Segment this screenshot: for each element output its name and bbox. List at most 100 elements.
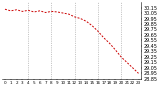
Point [78,19,80,21]
Point [104,41,107,43]
Point [67,13,69,14]
Point [110,46,113,48]
Point [93,27,96,28]
Point [101,36,104,38]
Point [134,69,137,71]
Point [88,20,90,21]
Point [138,71,140,72]
Point [46,12,49,14]
Point [38,9,40,10]
Point [57,12,60,13]
Point [88,24,91,25]
Point [63,14,66,15]
Point [119,54,122,56]
Point [59,11,62,13]
Point [110,42,113,43]
Point [30,9,33,10]
Point [59,13,62,14]
Point [122,59,125,61]
Point [138,72,140,74]
Point [105,37,107,39]
Point [100,34,102,36]
Point [43,12,45,13]
Point [16,10,19,11]
Point [56,12,59,13]
Point [40,10,43,12]
Point [90,24,93,25]
Point [95,31,98,32]
Point [8,9,11,10]
Point [90,25,93,26]
Point [110,43,113,45]
Point [19,11,21,12]
Point [39,11,41,13]
Point [68,14,70,15]
Point [14,9,16,11]
Point [93,25,96,27]
Point [96,29,99,30]
Point [95,27,98,29]
Point [58,10,61,12]
Point [56,11,59,13]
Point [56,11,59,13]
Point [59,12,61,13]
Point [64,15,67,16]
Point [102,36,105,37]
Point [17,11,20,12]
Point [30,12,33,14]
Point [130,64,133,66]
Point [85,20,87,21]
Point [93,26,96,27]
Point [40,12,43,14]
Point [47,11,50,13]
Point [38,9,41,11]
Point [74,17,77,19]
Point [79,18,82,19]
Point [15,8,17,9]
Point [125,60,128,62]
Point [96,28,99,29]
Point [29,11,31,12]
Point [43,13,45,14]
Point [112,50,114,51]
Point [11,10,13,11]
Point [9,11,11,12]
Point [54,13,56,14]
Point [114,48,117,50]
Point [95,28,98,29]
Point [103,40,106,41]
Point [72,15,75,17]
Point [114,50,116,52]
Point [120,55,123,56]
Point [51,10,54,11]
Point [137,71,140,72]
Point [57,9,60,11]
Point [75,15,78,16]
Point [50,10,53,12]
Point [42,9,44,11]
Point [96,31,98,32]
Point [32,13,35,14]
Point [61,12,63,13]
Point [71,13,73,15]
Point [10,8,12,9]
Point [114,49,117,50]
Point [81,18,83,19]
Point [84,22,86,23]
Point [69,12,72,13]
Point [87,20,90,22]
Point [81,17,84,18]
Point [73,16,75,18]
Point [88,21,90,22]
Point [2,9,5,11]
Point [128,61,131,62]
Point [126,60,129,62]
Point [35,11,37,12]
Point [132,66,135,67]
Point [39,11,41,12]
Point [112,48,115,50]
Point [85,20,88,21]
Point [81,20,83,21]
Point [62,12,65,14]
Point [83,20,86,22]
